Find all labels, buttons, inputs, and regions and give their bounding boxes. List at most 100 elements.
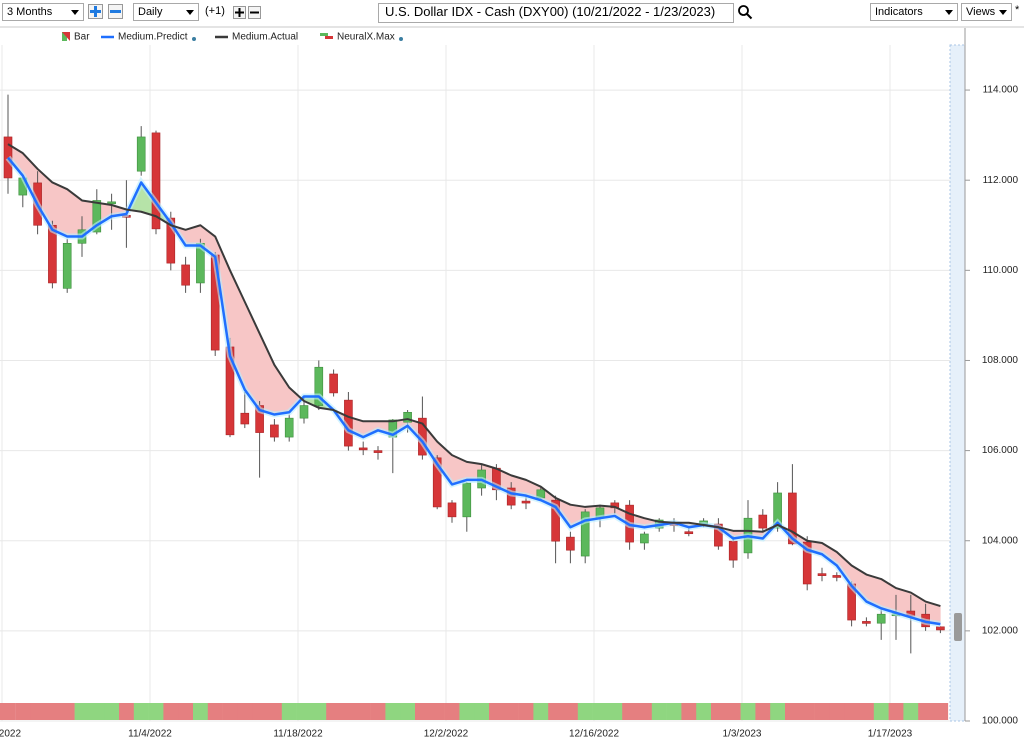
candle-body bbox=[62, 242, 72, 289]
candle-body bbox=[758, 514, 768, 529]
signal-block bbox=[385, 703, 401, 720]
candle-body bbox=[358, 447, 368, 451]
signal-block bbox=[888, 703, 904, 720]
spread-fill bbox=[66, 188, 83, 237]
star-label: * bbox=[1015, 4, 1020, 16]
candle-body bbox=[107, 201, 116, 205]
signal-block bbox=[119, 703, 135, 720]
candle-body bbox=[936, 626, 945, 631]
legend-dot bbox=[192, 37, 196, 41]
zoom-out-button[interactable] bbox=[108, 4, 123, 19]
signal-block bbox=[873, 703, 889, 720]
signal-block bbox=[681, 703, 697, 720]
y-tick-label: 110.000 bbox=[983, 265, 1019, 276]
candle-body bbox=[447, 502, 457, 518]
signal-block bbox=[770, 703, 786, 720]
candle-body bbox=[329, 373, 338, 394]
signal-block bbox=[252, 703, 268, 720]
candle-body bbox=[181, 264, 190, 286]
zoom-in-button[interactable] bbox=[88, 4, 103, 19]
signal-block bbox=[503, 703, 519, 720]
legend: Bar Medium.Predict Medium.Actual NeuralX.Ma… bbox=[62, 32, 403, 43]
candle-body bbox=[551, 499, 560, 542]
signal-block bbox=[844, 703, 860, 720]
signal-block bbox=[651, 703, 667, 720]
candle-body bbox=[462, 482, 472, 518]
signal-block bbox=[548, 703, 564, 720]
signal-block bbox=[267, 703, 283, 720]
signal-block bbox=[814, 703, 830, 720]
x-tick-label: 12/16/2022 bbox=[569, 729, 619, 740]
y-tick-label: 102.000 bbox=[982, 626, 1019, 637]
candle-body bbox=[521, 500, 531, 504]
candle-body bbox=[136, 136, 146, 172]
candle-body bbox=[832, 575, 842, 578]
x-tick-label: 10/21/2022 bbox=[0, 729, 21, 740]
candle-body bbox=[580, 511, 590, 557]
signal-block bbox=[577, 703, 593, 720]
symbol-box[interactable]: U.S. Dollar IDX - Cash (DXY00) (10/21/20… bbox=[378, 3, 734, 23]
signal-block bbox=[666, 703, 682, 720]
period-select[interactable]: 3 Months bbox=[2, 3, 84, 21]
predict-glow bbox=[5, 155, 941, 628]
plus-icon bbox=[90, 6, 101, 17]
signal-block bbox=[429, 703, 445, 720]
candle-body bbox=[314, 366, 324, 406]
legend-label: Medium.Predict bbox=[118, 32, 188, 43]
x-tick-label: 1/3/2023 bbox=[723, 729, 762, 740]
signal-block bbox=[829, 703, 845, 720]
candle-body bbox=[566, 536, 575, 551]
signal-block bbox=[444, 703, 460, 720]
signal-block bbox=[326, 703, 342, 720]
y-tick-label: 108.000 bbox=[982, 355, 1019, 366]
candle-body bbox=[299, 405, 309, 419]
candle-body bbox=[684, 531, 694, 535]
legend-label: NeuralX.Max bbox=[337, 32, 395, 43]
indicators-select[interactable]: Indicators bbox=[870, 3, 958, 21]
candle-body bbox=[270, 424, 279, 438]
signal-block bbox=[89, 703, 105, 720]
interval-select[interactable]: Daily bbox=[133, 3, 199, 21]
y-tick-label: 112.000 bbox=[983, 175, 1019, 186]
legend-label: Medium.Actual bbox=[232, 32, 298, 43]
offset-minus-button[interactable] bbox=[248, 6, 261, 19]
series-line bbox=[7, 156, 941, 626]
candle-body bbox=[862, 621, 871, 624]
signal-block bbox=[355, 703, 371, 720]
signal-block bbox=[489, 703, 505, 720]
signal-block bbox=[592, 703, 608, 720]
candle-body bbox=[714, 523, 723, 547]
signal-block bbox=[622, 703, 638, 720]
candle-body bbox=[802, 541, 812, 585]
signal-block bbox=[533, 703, 549, 720]
signal-block bbox=[637, 703, 653, 720]
signal-block bbox=[15, 703, 31, 720]
signal-block bbox=[799, 703, 815, 720]
y-tick-label: 106.000 bbox=[982, 445, 1019, 456]
legend-icon bbox=[62, 32, 67, 41]
signal-block bbox=[45, 703, 61, 720]
y-tick-label: 114.000 bbox=[983, 85, 1019, 96]
candle-body bbox=[432, 457, 442, 508]
signal-block bbox=[607, 703, 623, 720]
candle-body bbox=[3, 136, 13, 179]
signal-block bbox=[222, 703, 238, 720]
views-select[interactable]: Views bbox=[961, 3, 1012, 21]
signal-block bbox=[0, 703, 16, 720]
spread-fill bbox=[259, 333, 275, 415]
offset-plus-button[interactable] bbox=[233, 6, 246, 19]
series-line bbox=[7, 143, 941, 608]
signal-block bbox=[918, 703, 934, 720]
signal-block bbox=[193, 703, 209, 720]
candle-body bbox=[403, 411, 412, 423]
signal-block bbox=[903, 703, 919, 720]
signal-block bbox=[178, 703, 194, 720]
search-button[interactable] bbox=[737, 4, 753, 20]
search-icon bbox=[738, 5, 753, 20]
candle-body bbox=[876, 613, 886, 624]
signal-block bbox=[785, 703, 801, 720]
signal-block bbox=[104, 703, 120, 720]
signal-block bbox=[518, 703, 534, 720]
